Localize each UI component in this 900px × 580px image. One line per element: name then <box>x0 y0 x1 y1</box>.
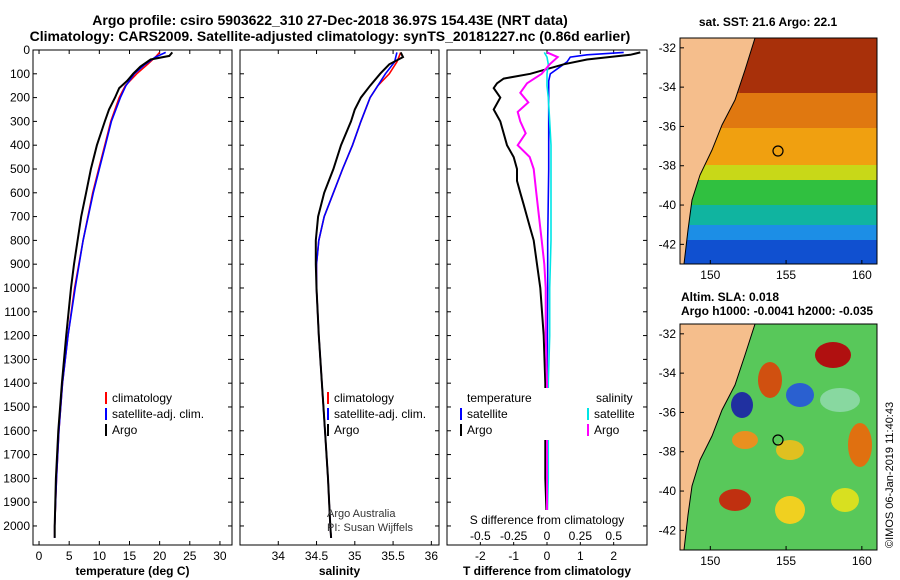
y-tick-label: 100 <box>10 67 30 81</box>
y-tick-label: 800 <box>10 233 30 247</box>
y-tick-label: 1900 <box>3 495 30 509</box>
x-axis-label: temperature (deg C) <box>75 564 189 578</box>
series-line-t-argo <box>492 51 641 538</box>
legend-salinity-title: salinity <box>596 391 633 405</box>
annotation-pi: PI: Susan Wijffels <box>327 522 413 534</box>
legend-argo-label: Argo <box>112 423 138 437</box>
x-tick-label: 25 <box>183 549 197 563</box>
sla-map-title-1: Altim. SLA: 0.018 <box>681 290 779 304</box>
y-tick-label: 1000 <box>3 281 30 295</box>
legend-climatology-label: climatology <box>112 391 172 405</box>
legend-argo-label: Argo <box>334 423 360 437</box>
x-tick-label: -1 <box>508 549 519 563</box>
x-tick-label: 36 <box>425 549 439 563</box>
x-tick-label: 20 <box>153 549 167 563</box>
x-axis-label: salinity <box>319 564 361 578</box>
map-y-tick-label: -42 <box>659 523 677 537</box>
x-tick-label: 35.5 <box>381 549 405 563</box>
map-y-tick-label: -40 <box>659 198 677 212</box>
series-line-argo <box>314 51 405 538</box>
secondary-axis-title: S difference from climatology <box>470 513 625 527</box>
y-tick-label: 300 <box>10 114 30 128</box>
y-tick-label: 900 <box>10 257 30 271</box>
x-tick-label: 34.5 <box>305 549 329 563</box>
temperature-legend: climatology satellite-adj. clim. Argo <box>105 391 204 437</box>
sla-map: Altim. SLA: 0.018 Argo h1000: -0.0041 h2… <box>659 290 878 568</box>
map-y-tick-label: -42 <box>659 237 677 251</box>
legend-satellite-label: satellite-adj. clim. <box>334 407 426 421</box>
map-y-tick-label: -32 <box>659 41 677 55</box>
legend-t-satellite-label: satellite <box>467 407 508 421</box>
map-x-tick-label: 155 <box>776 268 796 282</box>
map-x-tick-label: 160 <box>852 554 872 568</box>
map-x-tick-label: 150 <box>700 554 720 568</box>
sst-map-title: sat. SST: 21.6 Argo: 22.1 <box>699 15 838 29</box>
map-y-tick-label: -40 <box>659 484 677 498</box>
map-y-tick-label: -38 <box>659 445 677 459</box>
x-tick-label: 34 <box>272 549 286 563</box>
legend-temperature-title: temperature <box>467 391 532 405</box>
x-tick-label: 1 <box>577 549 584 563</box>
salinity-legend: climatology satellite-adj. clim. Argo <box>327 391 426 437</box>
x-tick-label: 30 <box>213 549 227 563</box>
map-y-tick-label: -34 <box>659 366 677 380</box>
x-tick-label: 10 <box>93 549 107 563</box>
map-x-tick-label: 155 <box>776 554 796 568</box>
secondary-x-tick-label: 0.25 <box>569 529 593 543</box>
series-line-t-satellite <box>546 51 624 538</box>
annotation-institution: Argo Australia <box>327 508 396 520</box>
y-tick-label: 1800 <box>3 471 30 485</box>
map-y-tick-label: -36 <box>659 119 677 133</box>
x-axis-label: T difference from climatology <box>463 564 631 578</box>
x-tick-label: 2 <box>610 549 617 563</box>
y-tick-label: 200 <box>10 91 30 105</box>
map-x-tick-label: 160 <box>852 268 872 282</box>
y-tick-label: 1700 <box>3 448 30 462</box>
x-tick-label: 0 <box>36 549 43 563</box>
y-tick-label: 1500 <box>3 400 30 414</box>
difference-legend: temperature salinity satellite Argo sate… <box>455 388 641 440</box>
legend-t-argo-label: Argo <box>467 423 493 437</box>
x-tick-label: 0 <box>544 549 551 563</box>
legend-s-argo-label: Argo <box>594 423 620 437</box>
title-line-2: Climatology: CARS2009. Satellite-adjuste… <box>29 28 631 44</box>
y-tick-label: 1100 <box>4 305 30 319</box>
map-y-tick-label: -32 <box>659 327 677 341</box>
y-tick-label: 1400 <box>3 376 30 390</box>
secondary-x-tick-label: 0.5 <box>605 529 622 543</box>
y-tick-label: 400 <box>10 138 30 152</box>
y-tick-label: 700 <box>10 210 30 224</box>
map-y-tick-label: -38 <box>659 159 677 173</box>
sla-float-marker <box>772 434 784 446</box>
sla-map-title-2: Argo h1000: -0.0041 h2000: -0.035 <box>681 304 873 318</box>
sst-map: sat. SST: 21.6 Argo: 22.1 150 155 160 -32 -3… <box>659 15 878 282</box>
y-tick-label: 1600 <box>3 424 30 438</box>
series-line-argo <box>53 51 174 538</box>
y-tick-label: 600 <box>10 186 30 200</box>
imos-watermark: ©IMOS 06-Jan-2019 11:40:43 <box>884 401 896 548</box>
map-y-tick-label: -36 <box>659 405 677 419</box>
y-tick-label: 2000 <box>3 519 30 533</box>
secondary-x-tick-label: -0.5 <box>470 529 491 543</box>
temperature-plot-area <box>32 49 233 546</box>
y-tick-label: 0 <box>23 43 30 57</box>
x-tick-label: 15 <box>123 549 137 563</box>
legend-s-satellite-label: satellite <box>594 407 635 421</box>
y-tick-label: 1300 <box>3 352 30 366</box>
legend-satellite-label: satellite-adj. clim. <box>112 407 204 421</box>
sst-float-marker <box>772 145 784 157</box>
x-tick-label: 5 <box>66 549 73 563</box>
title-line-1: Argo profile: csiro 5903622_310 27-Dec-2… <box>92 12 568 28</box>
y-tick-label: 1200 <box>3 329 30 343</box>
y-tick-label: 500 <box>10 162 30 176</box>
map-y-tick-label: -34 <box>659 80 677 94</box>
map-x-tick-label: 150 <box>700 268 720 282</box>
salinity-plot-area <box>239 49 440 546</box>
legend-climatology-label: climatology <box>334 391 394 405</box>
secondary-x-tick-label: -0.25 <box>500 529 528 543</box>
x-tick-label: 35 <box>348 549 362 563</box>
x-tick-label: -2 <box>475 549 486 563</box>
secondary-x-tick-label: 0 <box>544 529 551 543</box>
